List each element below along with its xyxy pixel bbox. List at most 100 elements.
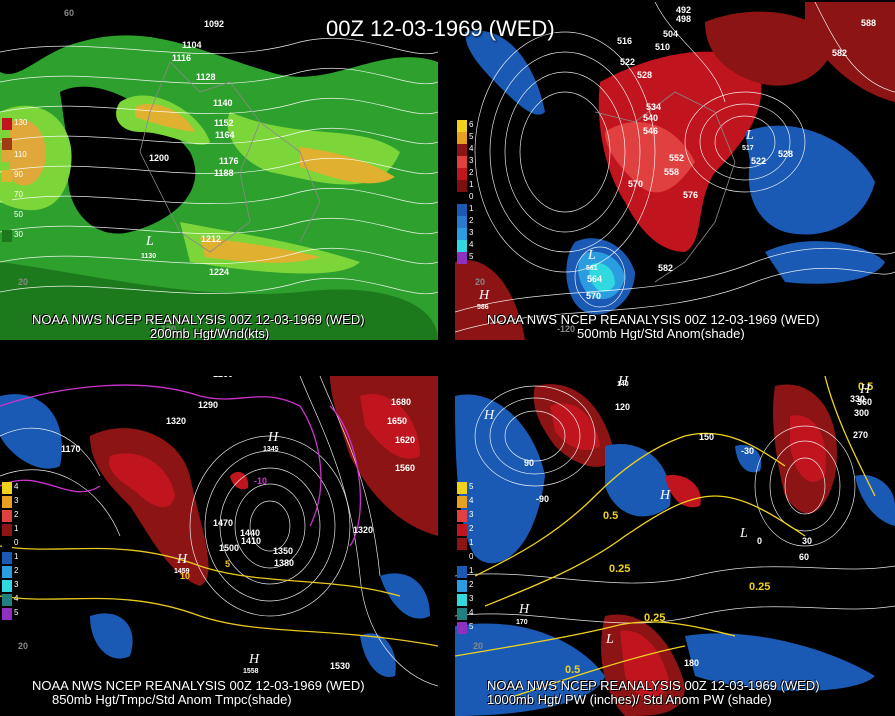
contour-label: 140	[617, 381, 629, 388]
panel-200mb: 130 110 90 70 50 30 1092 1104 1116 1128 …	[0, 2, 438, 340]
frame-top	[0, 0, 895, 2]
contour-label: 1092	[204, 19, 225, 29]
contour-label: 270	[853, 430, 869, 440]
legend-1000-label: 4	[469, 608, 474, 617]
contour-label: 360	[857, 397, 873, 407]
low-marker: L	[746, 128, 754, 143]
contour-label: 1560	[395, 463, 416, 473]
panel-title-line1: NOAA NWS NCEP REANALYSIS 00Z 12-03-1969 …	[487, 312, 820, 327]
contour-label: 570	[586, 291, 602, 301]
legend-500-label: 6	[469, 120, 474, 129]
contour-label: 1380	[274, 558, 295, 568]
legend-200mb: 130 110 90 70 50 30	[2, 118, 27, 242]
legend-1000-label: 5	[469, 482, 474, 491]
contour-label: 570	[628, 179, 644, 189]
contour-label: 1320	[166, 416, 187, 426]
panel-title-line1: NOAA NWS NCEP REANALYSIS 00Z 12-03-1969 …	[487, 678, 820, 693]
legend-850mb: 4 3 2 1 0 1 2 3 4 5	[2, 482, 18, 620]
contour-label: 516	[617, 36, 633, 46]
pw-label: 0.5	[565, 664, 581, 676]
legend-200-30: 30	[14, 230, 23, 239]
pw-label: 0.25	[644, 612, 666, 624]
contour-label: 552	[669, 153, 685, 163]
legend-200-50: 50	[14, 210, 23, 219]
main-title: 00Z 12-03-1969 (WED)	[326, 16, 555, 41]
contour-label: 510	[655, 42, 671, 52]
low-marker: L	[606, 632, 614, 647]
lon-label: -120	[557, 324, 576, 334]
lon-label: -120	[158, 324, 177, 334]
contour-label: 1260	[213, 376, 233, 379]
contour-label: 1650	[387, 416, 408, 426]
temp-label: -10	[254, 476, 268, 486]
legend-500-label: 0	[469, 192, 474, 201]
pw-label: 0.25	[749, 581, 771, 593]
contour-label: 180	[684, 658, 700, 668]
contour-label: 534	[646, 102, 662, 112]
contour-label: 1224	[209, 267, 230, 277]
contour-label: 1470	[213, 518, 234, 528]
map-850mb	[0, 376, 438, 716]
legend-200-70: 70	[14, 190, 23, 199]
contour-label: 1188	[214, 168, 234, 178]
high-marker: H	[479, 288, 490, 303]
contour-label: 1290	[198, 400, 219, 410]
legend-1000-label: 1	[469, 538, 474, 547]
contour-label: 517	[742, 145, 754, 152]
lat-label: 20	[18, 277, 29, 287]
contour-label: 1410	[241, 536, 262, 546]
temp-label: 10	[180, 571, 191, 581]
panel-title-line2: 1000mb Hgt/ PW (inches)/ Std Anom PW (sh…	[487, 692, 772, 707]
legend-850-label: 1	[14, 524, 19, 533]
contour-label: 504	[663, 29, 679, 39]
legend-500-label: 3	[469, 228, 474, 237]
legend-500-label: 5	[469, 132, 474, 141]
map-200mb	[0, 2, 438, 340]
pw-label: 0.5	[603, 510, 619, 522]
contour-label: 90	[524, 458, 535, 468]
contour-label: 582	[832, 48, 848, 58]
high-marker: H	[660, 488, 671, 503]
legend-850-label: 3	[14, 496, 19, 505]
high-marker: H	[268, 430, 279, 445]
contour-label: 1176	[219, 156, 239, 166]
contour-label: 1212	[201, 234, 222, 244]
contour-label: 540	[643, 113, 659, 123]
legend-850-label: 0	[14, 538, 19, 547]
contour-label: 300	[854, 408, 870, 418]
legend-500-label: 2	[469, 216, 474, 225]
legend-1000-label: 1	[469, 566, 474, 575]
lat-label: 20	[475, 277, 486, 287]
legend-500-label: 4	[469, 144, 474, 153]
contour-label: 1200	[149, 153, 170, 163]
legend-500-label: 4	[469, 240, 474, 249]
legend-850-label: 3	[14, 580, 19, 589]
legend-200-110: 110	[14, 150, 27, 159]
contour-label: 150	[699, 432, 715, 442]
panel-title-line1: NOAA NWS NCEP REANALYSIS 00Z 12-03-1969 …	[32, 678, 365, 693]
contour-label: 588	[861, 18, 877, 28]
contour-label: 1128	[196, 72, 216, 82]
legend-1000-label: 4	[469, 496, 474, 505]
lat-label: 60	[64, 8, 75, 18]
pw-label: 0.5	[858, 381, 874, 393]
contour-label: 1680	[391, 397, 412, 407]
panel-500mb: 6 5 4 3 2 1 0 1 2 3 4 5 492 498 504 510 …	[455, 2, 895, 340]
legend-500-label: 1	[469, 204, 474, 213]
contour-label: 522	[620, 57, 636, 67]
legend-1000-label: 3	[469, 594, 474, 603]
legend-500-label: 3	[469, 156, 474, 165]
contour-label: 330	[850, 394, 866, 404]
lat-label: 20	[18, 641, 29, 651]
contour-label: 1164	[215, 130, 235, 140]
legend-500mb: 6 5 4 3 2 1 0 1 2 3 4 5	[457, 120, 473, 264]
legend-1000-label: 2	[469, 524, 474, 533]
high-marker: H	[618, 376, 629, 389]
legend-1000-label: 0	[469, 552, 474, 561]
legend-850-label: 5	[14, 608, 19, 617]
contour-label: 60	[799, 552, 810, 562]
panel-title-line2: 500mb Hgt/Std Anom(shade)	[577, 326, 745, 340]
high-marker: H	[249, 652, 260, 667]
legend-500-label: 2	[469, 168, 474, 177]
low-marker: L	[588, 248, 596, 263]
